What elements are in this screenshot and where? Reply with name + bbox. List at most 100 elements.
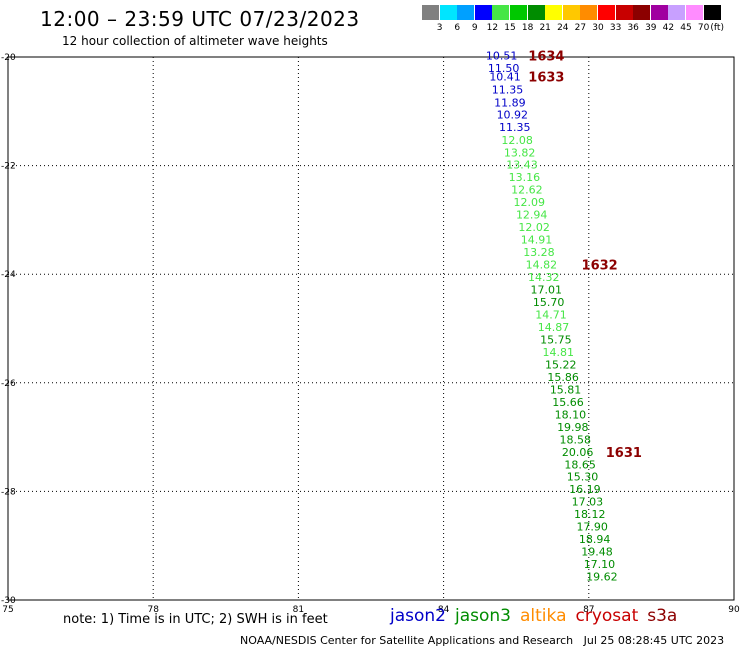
wave-height-label: 19.62 bbox=[586, 571, 618, 584]
color-swatch bbox=[492, 5, 510, 20]
y-tick-label: -24 bbox=[1, 270, 16, 280]
color-scale-tick: 36 bbox=[627, 23, 639, 33]
wave-height-label: 14.81 bbox=[543, 346, 575, 359]
satellite-s3a: s3a bbox=[647, 606, 678, 626]
color-scale-tick: 15 bbox=[504, 23, 516, 33]
color-swatch bbox=[439, 5, 457, 20]
orbit-number-label: 1632 bbox=[582, 258, 618, 273]
wave-height-label: 14.87 bbox=[538, 321, 570, 334]
satellite-altika: altika bbox=[520, 606, 567, 626]
wave-height-label: 18.94 bbox=[579, 533, 611, 546]
color-swatch bbox=[474, 5, 492, 20]
y-tick-label: -22 bbox=[1, 162, 16, 172]
color-swatch bbox=[598, 5, 615, 20]
orbit-number-label: 1631 bbox=[606, 446, 642, 461]
color-scale-tick: 70 bbox=[697, 23, 710, 33]
color-scale-tick: 33 bbox=[609, 23, 622, 33]
satellite-legend: jason2 jason3 altika cryosat s3a bbox=[390, 606, 686, 626]
y-tick-label: -28 bbox=[1, 487, 16, 497]
color-swatch bbox=[668, 5, 686, 20]
wave-height-label: 14.91 bbox=[521, 233, 553, 246]
wave-height-label: 19.98 bbox=[557, 421, 589, 434]
orbit-number-label: 1634 bbox=[528, 49, 564, 64]
wave-height-label: 15.75 bbox=[540, 333, 572, 346]
color-swatch bbox=[703, 5, 721, 20]
credit-line: NOAA/NESDIS Center for Satellite Applica… bbox=[240, 634, 724, 647]
wave-height-label: 11.35 bbox=[499, 121, 531, 134]
wave-height-label: 13.28 bbox=[523, 246, 555, 259]
wave-height-label: 19.48 bbox=[581, 546, 613, 559]
color-scale-tick: 21 bbox=[539, 23, 551, 33]
wave-height-label: 17.10 bbox=[584, 558, 616, 571]
color-swatch bbox=[545, 5, 563, 20]
x-tick-label: 90 bbox=[728, 605, 740, 615]
color-scale-tick: 27 bbox=[574, 23, 587, 33]
wave-height-label: 13.16 bbox=[509, 171, 541, 184]
color-swatch bbox=[650, 5, 668, 20]
timestamp-text: Jul 25 08:28:45 UTC 2023 bbox=[583, 634, 725, 647]
wave-height-label: 15.66 bbox=[552, 396, 584, 409]
wave-height-label: 12.94 bbox=[516, 208, 548, 221]
color-scale-tick: 18 bbox=[521, 23, 534, 33]
wave-height-label: 11.89 bbox=[494, 97, 526, 110]
y-tick-label: -30 bbox=[1, 596, 16, 606]
wave-height-label: 12.09 bbox=[514, 196, 546, 209]
satellite-cryosat: cryosat bbox=[575, 606, 639, 626]
wave-height-label: 15.30 bbox=[567, 471, 599, 484]
wave-height-label: 17.90 bbox=[576, 521, 608, 534]
wave-height-label: 18.12 bbox=[574, 508, 606, 521]
y-tick-label: -26 bbox=[1, 379, 16, 389]
wave-height-label: 10.92 bbox=[497, 109, 529, 122]
color-scale-tick: 12 bbox=[486, 23, 499, 33]
x-tick-label: 87 bbox=[583, 605, 594, 615]
wave-height-label: 11.35 bbox=[492, 84, 524, 97]
wave-height-label: 14.82 bbox=[526, 258, 558, 271]
color-scale-tick: 24 bbox=[557, 23, 569, 33]
wave-height-label: 13.82 bbox=[504, 147, 536, 160]
wave-height-label: 12.08 bbox=[501, 134, 533, 147]
color-scale-tick: 42 bbox=[662, 23, 675, 33]
color-scale-tick: 9 bbox=[471, 23, 478, 33]
color-scale-tick: 30 bbox=[592, 23, 604, 33]
wave-height-label: 18.10 bbox=[555, 408, 587, 421]
color-swatch bbox=[686, 5, 703, 20]
orbit-number-label: 1633 bbox=[528, 71, 564, 86]
wave-height-label: 14.71 bbox=[535, 308, 567, 321]
wave-height-label: 18.65 bbox=[564, 458, 596, 471]
chart-title: 12:00 – 23:59 UTC 07/23/2023 bbox=[40, 7, 360, 31]
color-swatch bbox=[457, 5, 475, 20]
wave-height-label: 11.50 bbox=[488, 62, 520, 75]
x-tick-label: 84 bbox=[438, 605, 450, 615]
plot-frame bbox=[7, 56, 735, 601]
color-swatch bbox=[422, 5, 439, 20]
wave-height-label: 12.02 bbox=[518, 221, 550, 234]
wave-height-label: 10.41 bbox=[489, 71, 521, 84]
color-scale-tick: 39 bbox=[645, 23, 657, 33]
x-tick-label: 78 bbox=[147, 605, 159, 615]
wave-height-label: 15.70 bbox=[533, 296, 565, 309]
color-scale-unit: (ft) bbox=[710, 23, 724, 33]
x-tick-label: 81 bbox=[293, 605, 304, 615]
wave-height-label: 13.43 bbox=[506, 159, 538, 172]
wave-height-label: 12.62 bbox=[511, 183, 543, 196]
wave-height-label: 15.22 bbox=[545, 358, 577, 371]
color-swatch bbox=[615, 5, 633, 20]
wave-height-label: 15.81 bbox=[550, 383, 582, 396]
color-swatch bbox=[580, 5, 598, 20]
wave-height-label: 10.51 bbox=[486, 49, 518, 62]
wave-height-label: 17.03 bbox=[572, 496, 604, 509]
wave-height-label: 16.19 bbox=[569, 483, 601, 496]
color-swatch bbox=[527, 5, 545, 20]
color-swatch bbox=[633, 5, 651, 20]
color-scale-tick: 45 bbox=[680, 23, 692, 33]
color-scale-tick: 6 bbox=[454, 23, 461, 33]
color-scale-tick: 3 bbox=[436, 23, 443, 33]
color-swatch bbox=[510, 5, 527, 20]
note-text: note: 1) Time is in UTC; 2) SWH is in fe… bbox=[63, 612, 328, 627]
satellite-jason3: jason3 bbox=[455, 606, 511, 626]
wave-height-label: 14.32 bbox=[528, 271, 560, 284]
wave-height-label: 17.01 bbox=[530, 283, 562, 296]
color-swatch bbox=[562, 5, 580, 20]
wave-height-label: 20.06 bbox=[562, 446, 594, 459]
